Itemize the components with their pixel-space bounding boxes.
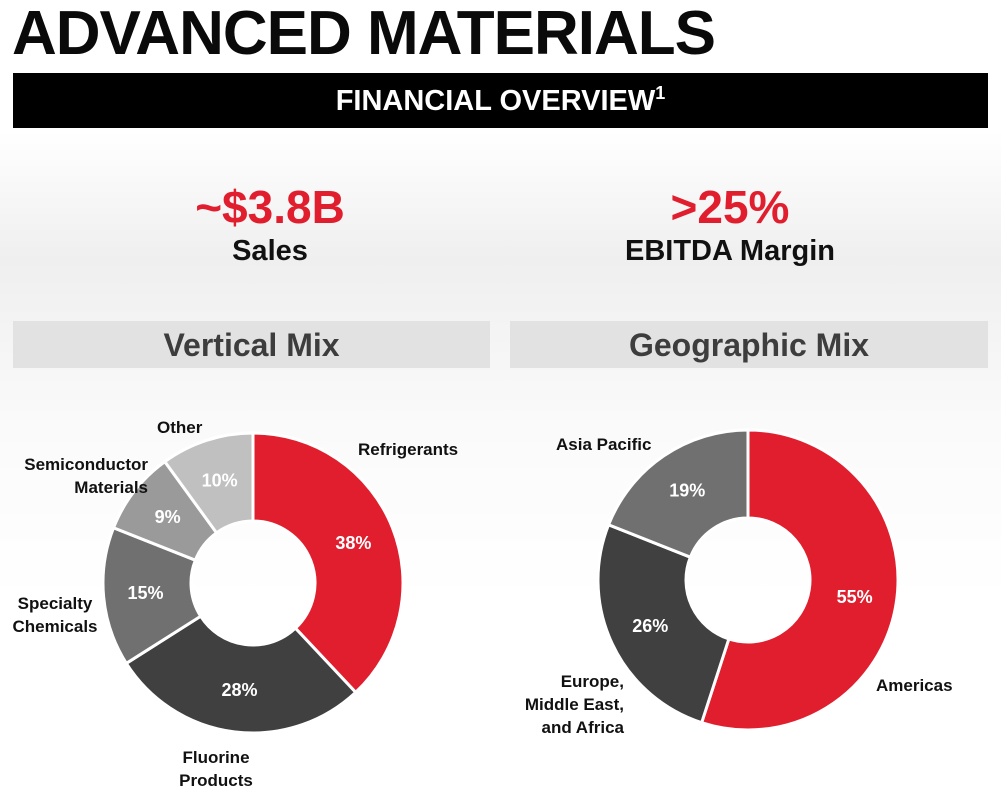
financial-overview-banner: FINANCIAL OVERVIEW1 xyxy=(13,73,988,128)
geographic-mix-donut: 55% 26% 19% xyxy=(596,428,900,732)
banner-text: FINANCIAL OVERVIEW xyxy=(335,85,656,117)
label-refrigerants: Refrigerants xyxy=(358,440,459,459)
sales-kpi: ~$3.8B Sales xyxy=(80,181,460,269)
value-label-asia-pacific: 19% xyxy=(669,481,705,501)
label-other: Other xyxy=(157,418,203,437)
slice-americas xyxy=(699,428,900,732)
ebitda-kpi: >25% EBITDA Margin xyxy=(540,181,920,269)
slice-other xyxy=(162,431,255,535)
value-label-other: 10% xyxy=(202,470,238,490)
label-fluorine-products: Fluorine Products xyxy=(179,748,253,790)
value-label-semiconductor-materials: 9% xyxy=(155,507,181,527)
ebitda-label: EBITDA Margin xyxy=(625,235,835,267)
vertical-mix-header: Vertical Mix xyxy=(13,321,490,368)
label-semiconductor-materials: Semiconductor Materials xyxy=(24,455,148,497)
value-label-fluorine-products: 28% xyxy=(221,680,257,700)
page-title: ADVANCED MATERIALS xyxy=(12,0,716,68)
geographic-mix-header: Geographic Mix xyxy=(510,321,988,368)
label-americas: Americas xyxy=(876,676,953,695)
label-specialty-chemicals: Specialty Chemicals xyxy=(12,594,98,636)
slice-fluorine-products xyxy=(124,614,358,735)
value-label-refrigerants: 38% xyxy=(335,533,371,553)
banner-footnote: 1 xyxy=(655,83,666,103)
slice-asia-pacific xyxy=(606,428,750,560)
vertical-mix-donut: 38% 28% 15% 9% 10% xyxy=(101,431,405,735)
value-label-americas: 55% xyxy=(837,587,873,607)
ebitda-value: >25% xyxy=(670,181,790,233)
label-emea: Europe, Middle East, and Africa xyxy=(524,672,624,737)
value-label-specialty-chemicals: 15% xyxy=(127,583,163,603)
slice-europe-middle-east-and-africa xyxy=(596,522,731,725)
slice-specialty-chemicals xyxy=(101,525,203,666)
label-asia-pacific: Asia Pacific xyxy=(556,435,652,454)
sales-value: ~$3.8B xyxy=(195,181,345,233)
sales-label: Sales xyxy=(232,235,308,267)
slice-refrigerants xyxy=(251,431,405,695)
value-label-europe-middle-east-and-africa: 26% xyxy=(632,616,668,636)
